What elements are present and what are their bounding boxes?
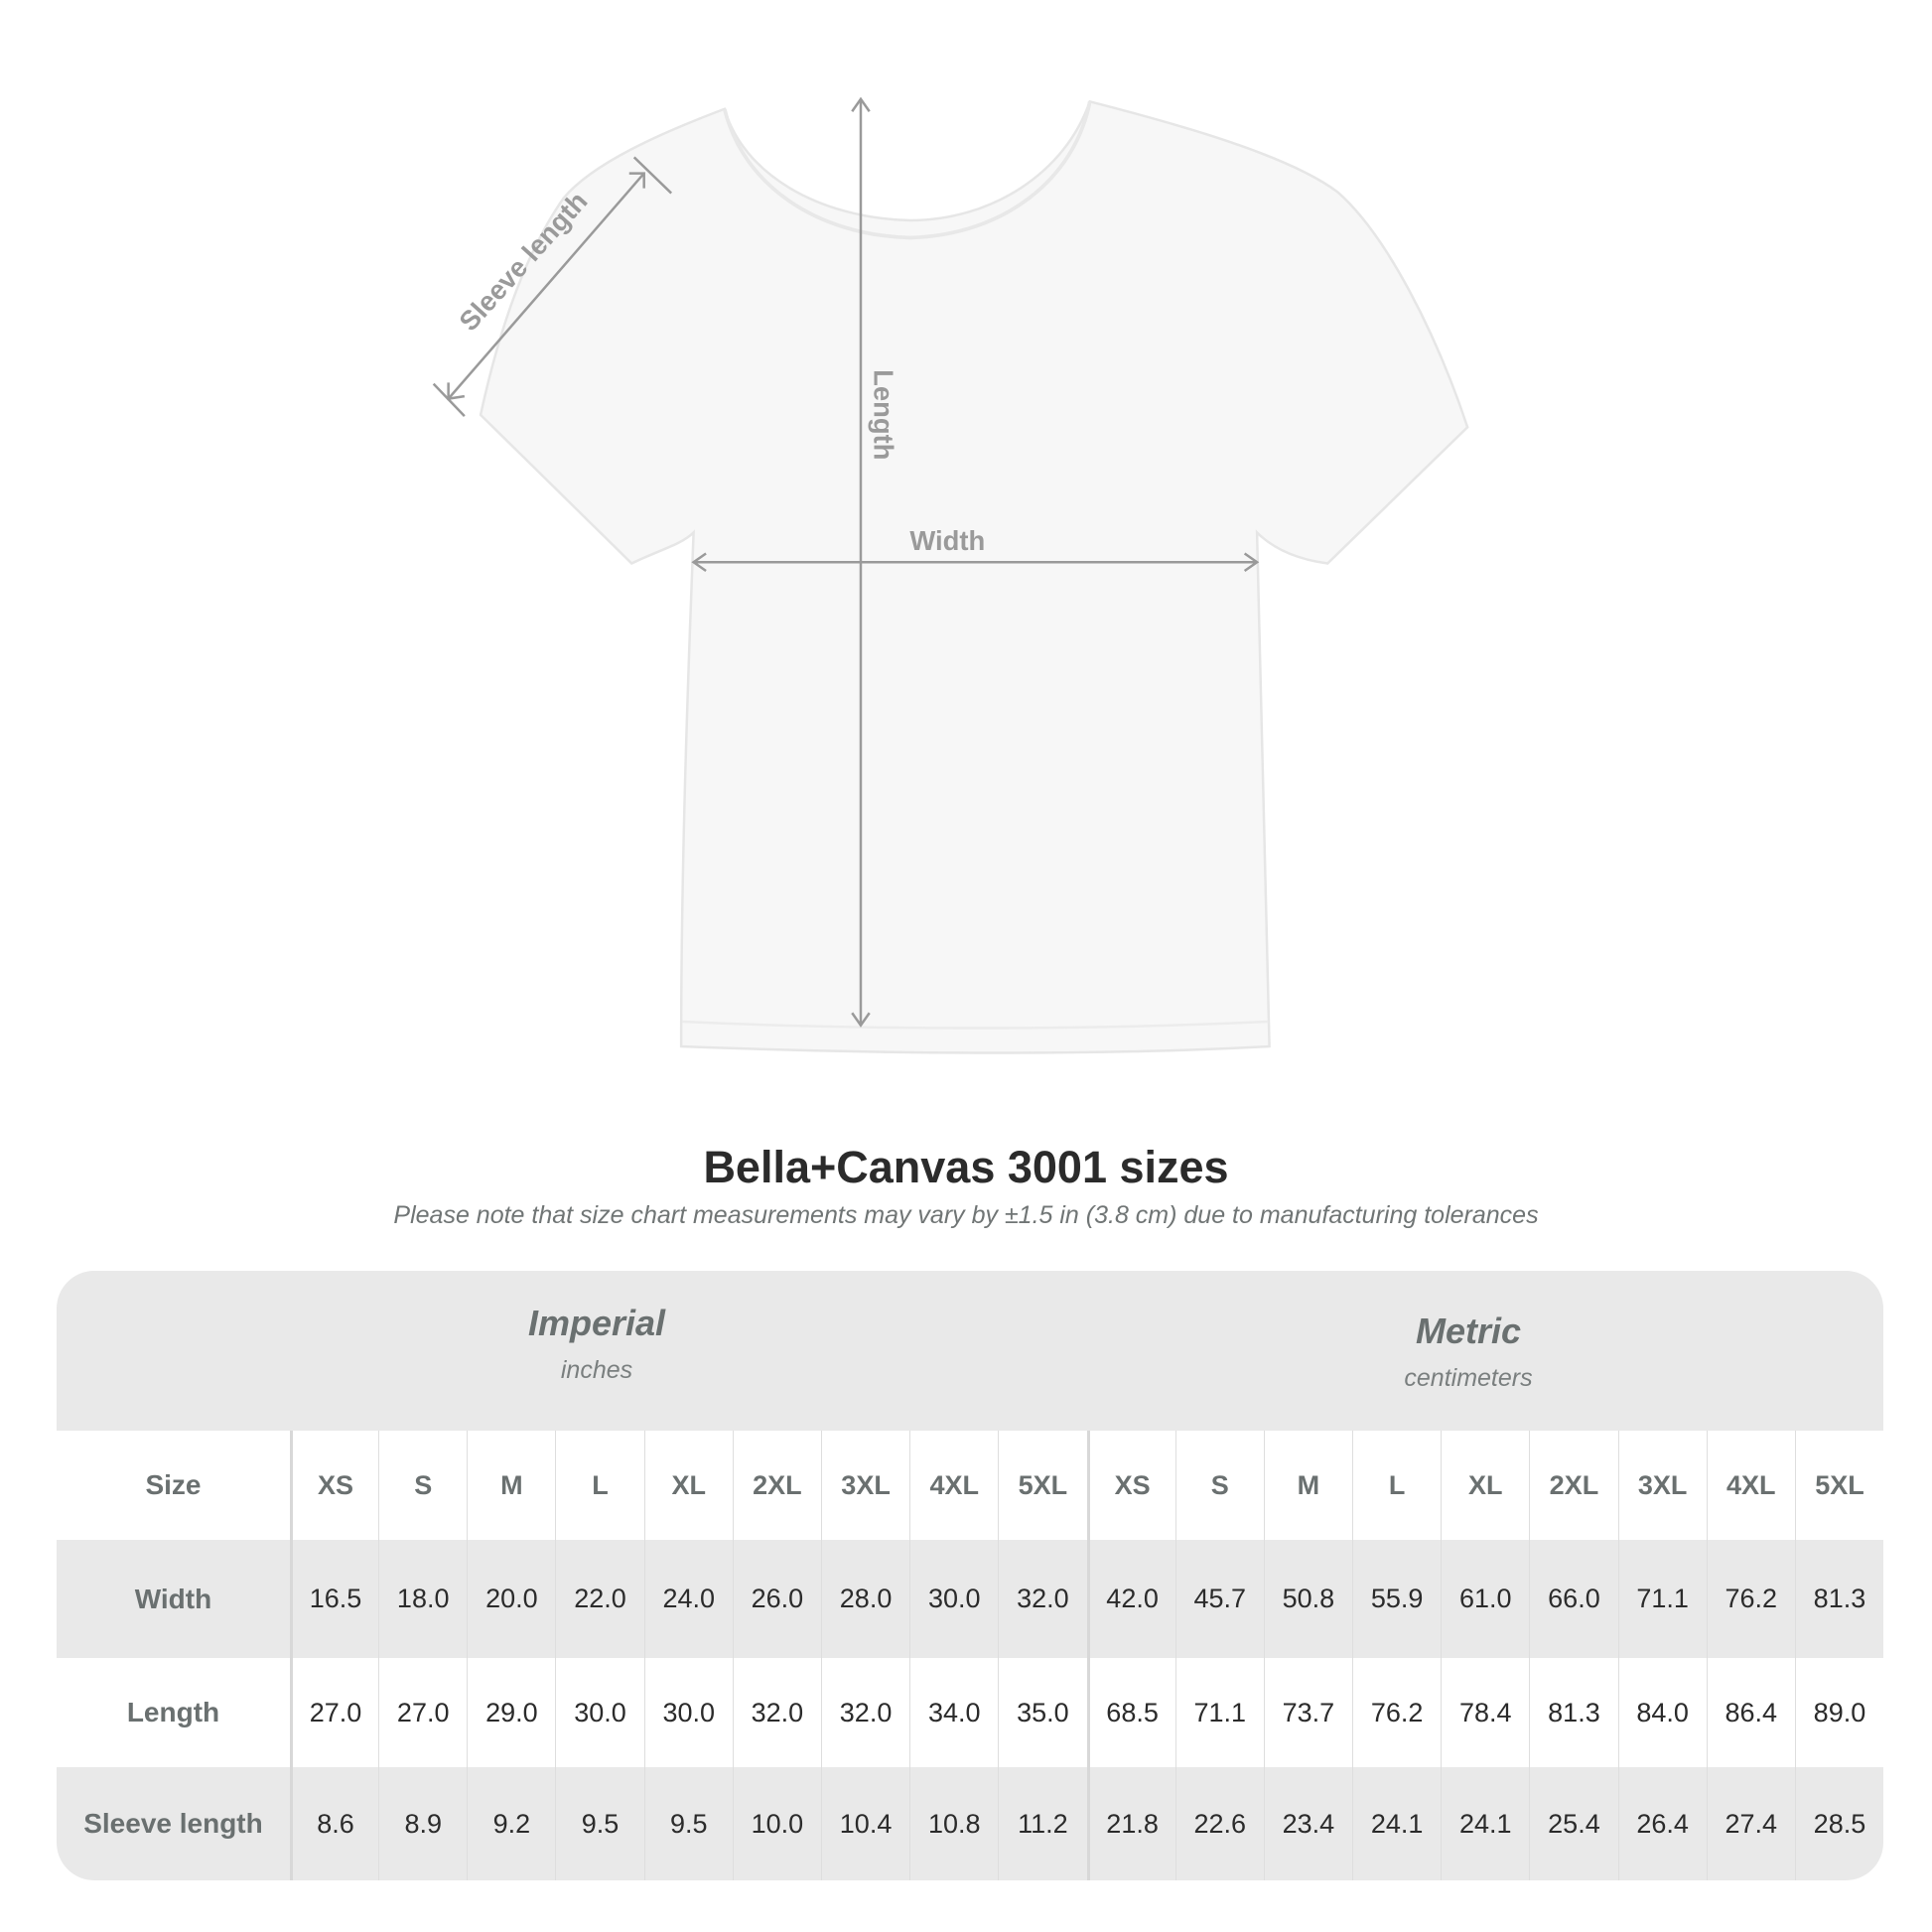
value-cell-imperial: 28.0 [820,1540,909,1658]
imperial-header: Imperial inches [279,1303,914,1385]
value-cell-metric: 81.3 [1794,1540,1883,1658]
imperial-unit: inches [560,1356,633,1384]
table-header: Imperial inches Metric centimeters [57,1271,1883,1431]
value-cell-imperial: 32.0 [820,1658,909,1767]
tshirt-image [479,99,1469,1054]
tshirt-diagram: Sleeve length Length Width [432,96,1469,1054]
row-label: Sleeve length [83,1808,263,1839]
size-header-metric: 5XL [1794,1431,1883,1540]
value-cell-metric: 68.5 [1086,1658,1175,1767]
value-cell-imperial: 29.0 [467,1658,555,1767]
value-cell-imperial: 9.2 [467,1767,555,1880]
size-label: Size [145,1469,202,1500]
size-header-imperial: 5XL [998,1431,1086,1540]
size-header-metric: 3XL [1617,1431,1707,1540]
metric-header: Metric centimeters [1151,1311,1786,1393]
value-cell-metric: 24.1 [1352,1767,1441,1880]
value-cell-metric: 23.4 [1263,1767,1352,1880]
value-cell-imperial: 32.0 [732,1658,821,1767]
value-cell-imperial: 35.0 [998,1658,1086,1767]
value-cell-metric: 73.7 [1263,1658,1352,1767]
value-cell-metric: 27.4 [1706,1767,1795,1880]
value-cell-metric: 42.0 [1086,1540,1175,1658]
size-header-row: Size XS S M L XL 2XL 3XL 4XL 5XL XS S M L XL 2XL 3XL 4XL 5… [57,1431,1883,1540]
value-cell-imperial: 9.5 [643,1767,733,1880]
row-label: Length [126,1697,220,1727]
value-cell-metric: 55.9 [1352,1540,1441,1658]
value-cell-metric: 22.6 [1174,1767,1264,1880]
table-row: Width 16.5 18.0 20.0 22.0 24.0 26.0 28.0 30.0 32.… [57,1540,1883,1658]
table-row: Length 27.0 27.0 29.0 30.0 30.0 32.0 32.0 34.0 35… [57,1658,1883,1767]
size-header-metric: S [1174,1431,1264,1540]
value-cell-imperial: 20.0 [467,1540,555,1658]
value-cell-imperial: 26.0 [732,1540,821,1658]
size-header-imperial: 3XL [820,1431,909,1540]
length-label: Length [869,369,899,460]
value-cell-metric: 25.4 [1529,1767,1617,1880]
size-header-metric: XS [1086,1431,1175,1540]
value-cell-metric: 71.1 [1617,1540,1707,1658]
page-title: Bella+Canvas 3001 sizes [703,1142,1229,1192]
value-cell-metric: 76.2 [1352,1658,1441,1767]
size-header-metric: 4XL [1706,1431,1795,1540]
value-cell-metric: 66.0 [1529,1540,1617,1658]
value-cell-imperial: 10.0 [732,1767,821,1880]
value-cell-imperial: 18.0 [378,1540,467,1658]
size-header-imperial: XS [289,1431,378,1540]
size-header-imperial: L [555,1431,643,1540]
value-cell-imperial: 16.5 [289,1540,378,1658]
tolerance-note: Please note that size chart measurements… [393,1201,1539,1229]
table-row: Sleeve length 8.6 8.9 9.2 9.5 9.5 10.0 10.4 10.8… [57,1767,1883,1880]
value-cell-metric: 28.5 [1794,1767,1883,1880]
value-cell-metric: 89.0 [1794,1658,1883,1767]
width-arrow [691,552,1260,573]
value-cell-metric: 26.4 [1617,1767,1707,1880]
value-cell-metric: 81.3 [1529,1658,1617,1767]
row-label: Width [134,1583,212,1614]
value-cell-metric: 86.4 [1706,1658,1795,1767]
value-cell-imperial: 9.5 [555,1767,643,1880]
value-cell-imperial: 8.6 [289,1767,378,1880]
metric-title: Metric [1415,1311,1522,1351]
size-header-imperial: 4XL [909,1431,998,1540]
value-cell-metric: 76.2 [1706,1540,1795,1658]
value-cell-metric: 50.8 [1263,1540,1352,1658]
size-table: Imperial inches Metric centimeters Size X… [57,1271,1883,1880]
value-cell-imperial: 30.0 [909,1540,998,1658]
value-cell-imperial: 27.0 [378,1658,467,1767]
value-cell-imperial: 32.0 [998,1540,1086,1658]
metric-unit: centimeters [1404,1364,1533,1392]
value-cell-imperial: 27.0 [289,1658,378,1767]
size-header-imperial: M [467,1431,555,1540]
size-header-imperial: 2XL [732,1431,821,1540]
size-header-metric: 2XL [1529,1431,1617,1540]
size-header-imperial: S [378,1431,467,1540]
size-header-imperial: XL [643,1431,733,1540]
value-cell-imperial: 34.0 [909,1658,998,1767]
value-cell-imperial: 8.9 [378,1767,467,1880]
value-cell-imperial: 30.0 [643,1658,733,1767]
sleeve-length-arrow [432,156,673,417]
value-cell-metric: 61.0 [1441,1540,1529,1658]
tshirt-collar [722,100,1092,240]
size-header-metric: L [1352,1431,1441,1540]
size-header-metric: XL [1441,1431,1529,1540]
value-cell-metric: 24.1 [1441,1767,1529,1880]
value-cell-imperial: 10.4 [820,1767,909,1880]
value-cell-imperial: 30.0 [555,1658,643,1767]
value-cell-metric: 71.1 [1174,1658,1264,1767]
width-label: Width [909,525,985,556]
value-cell-metric: 84.0 [1617,1658,1707,1767]
value-cell-imperial: 10.8 [909,1767,998,1880]
size-header-metric: M [1263,1431,1352,1540]
value-cell-imperial: 24.0 [643,1540,733,1658]
value-cell-metric: 78.4 [1441,1658,1529,1767]
value-cell-imperial: 22.0 [555,1540,643,1658]
value-cell-imperial: 11.2 [998,1767,1086,1880]
imperial-title: Imperial [527,1303,666,1343]
value-cell-metric: 45.7 [1174,1540,1264,1658]
value-cell-metric: 21.8 [1086,1767,1175,1880]
tshirt-hem [682,1020,1269,1030]
